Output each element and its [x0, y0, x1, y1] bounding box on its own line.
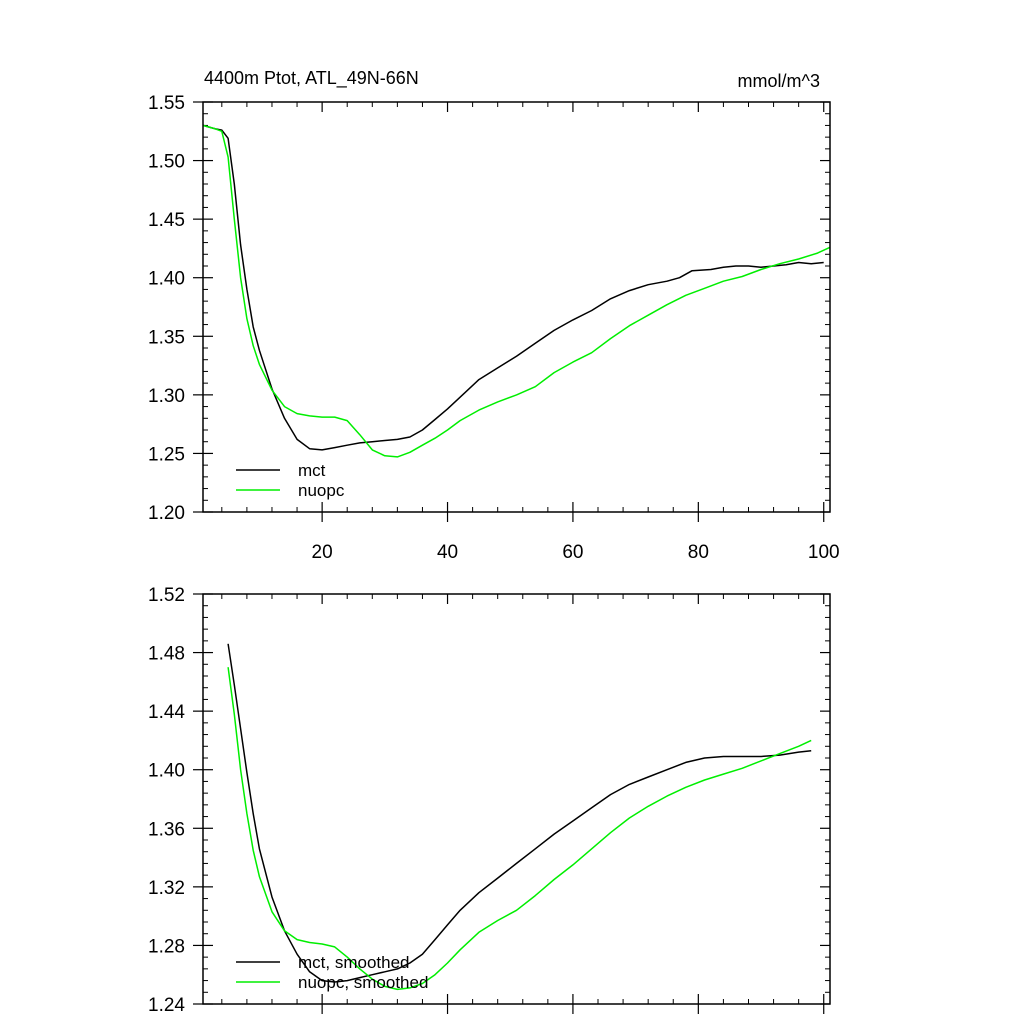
y-tick-label: 1.40 [148, 269, 185, 290]
chart-title: 4400m Ptot, ATL_49N-66N [204, 68, 419, 89]
y-tick-label: 1.30 [148, 386, 185, 407]
series-line-mct-smoothed [227, 643, 812, 983]
x-tick-label: 80 [688, 542, 709, 563]
legend-label-nuopc: nuopc [298, 481, 345, 500]
bottom-plot-series [227, 643, 812, 991]
series-line-nuopc-smoothed [227, 667, 812, 991]
bottom-plot-frame [202, 593, 831, 1005]
bottom-plot-panel: 1.24 1.28 1.32 1.36 1.40 1.44 1.48 1.52 mct, sm… [148, 585, 831, 1016]
x-tick-label: 60 [562, 542, 583, 563]
y-tick-label: 1.40 [148, 761, 185, 782]
series-line-mct [202, 124, 824, 451]
series-line-nuopc [202, 124, 831, 458]
x-tick-label: 40 [437, 542, 458, 563]
y-tick-label: 1.52 [148, 585, 185, 606]
x-tick-label: 20 [312, 542, 333, 563]
top-plot-panel: 20 40 60 80 100 1.20 1.25 1.30 1.35 1.40 1.45 1.50 1… [148, 93, 840, 563]
y-tick-label: 1.32 [148, 878, 185, 899]
bottom-plot-legend: mct, smoothed nuopc, smoothed [236, 953, 428, 992]
y-tick-label: 1.35 [148, 327, 185, 348]
top-plot-legend: mct nuopc [236, 461, 345, 500]
y-tick-label: 1.50 [148, 152, 185, 173]
legend-label-nuopc-smoothed: nuopc, smoothed [298, 973, 428, 992]
y-tick-label: 1.36 [148, 819, 185, 840]
legend-label-mct: mct [298, 461, 326, 480]
top-plot-frame [202, 101, 831, 513]
y-tick-label: 1.45 [148, 210, 185, 231]
legend-label-mct-smoothed: mct, smoothed [298, 953, 410, 972]
x-tick-label: 100 [808, 542, 840, 563]
y-tick-label: 1.25 [148, 444, 185, 465]
top-plot-series [202, 124, 831, 458]
y-tick-label: 1.28 [148, 936, 185, 957]
y-tick-label: 1.20 [148, 503, 185, 524]
y-tick-label: 1.24 [148, 995, 185, 1016]
y-tick-label: 1.44 [148, 702, 185, 723]
units-label: mmol/m^3 [738, 71, 820, 91]
y-tick-label: 1.55 [148, 93, 185, 114]
y-tick-label: 1.48 [148, 644, 185, 665]
